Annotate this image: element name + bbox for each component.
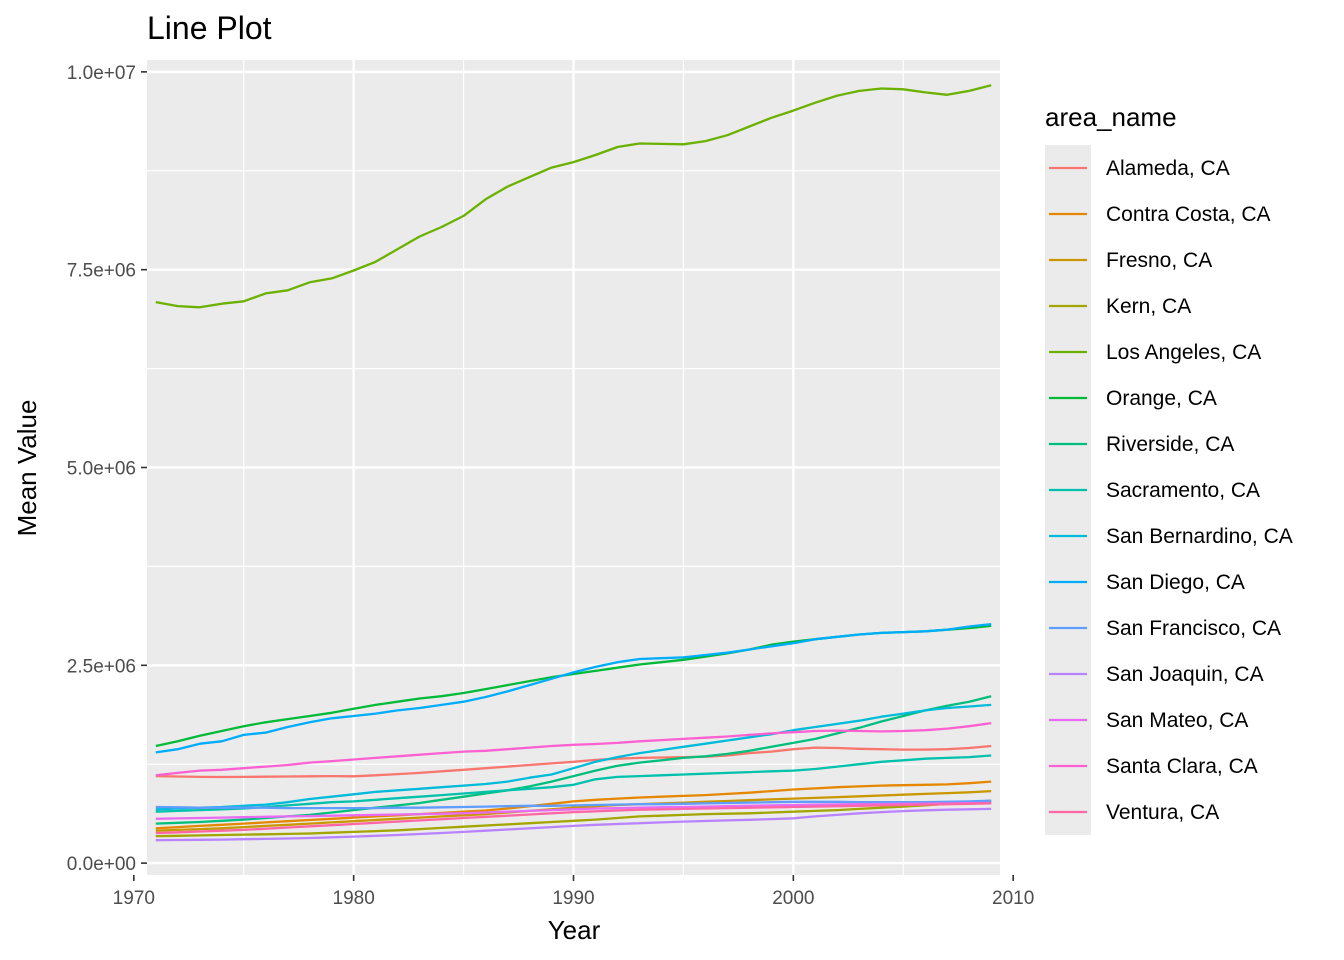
y-tick-label: 2.5e+06 [67,656,136,677]
legend-label: Riverside, CA [1106,433,1234,456]
series-lines [155,84,992,842]
y-axis-title: Mean Value [12,400,42,537]
legend-label: Ventura, CA [1106,801,1219,824]
x-tick-label: 2000 [772,888,814,909]
series-line [155,799,992,810]
legend-title: area_name [1045,102,1177,132]
y-tick-label: 5.0e+06 [67,459,136,480]
series-line [155,721,992,777]
x-tick-label: 1990 [552,888,594,909]
legend-label: Contra Costa, CA [1106,203,1271,226]
legend-label: San Bernardino, CA [1106,525,1293,548]
legend-label: San Diego, CA [1106,571,1245,594]
y-tick-label: 7.5e+06 [67,261,136,282]
series-line [155,789,992,832]
legend-label: San Joaquin, CA [1106,663,1264,686]
series-line [155,623,992,754]
legend-label: Santa Clara, CA [1106,755,1258,778]
legend-label: Los Angeles, CA [1106,341,1261,364]
series-line [155,84,992,309]
y-axis-ticks: 0.0e+00 2.5e+06 5.0e+06 7.5e+06 1.0e+07 [67,63,147,875]
x-tick-label: 2010 [992,888,1034,909]
series-line [155,801,992,820]
series-line [155,754,992,813]
series-line [155,703,992,811]
x-axis-title: Year [548,915,601,945]
series-line [155,807,992,842]
legend-label: Fresno, CA [1106,249,1212,272]
legend-label: Alameda, CA [1106,157,1230,180]
y-tick-label: 1.0e+07 [67,63,136,84]
legend-items: Alameda, CA Contra Costa, CA Fresno, CA Ker… [1045,145,1293,835]
chart-title: Line Plot [147,10,272,46]
legend-label: San Francisco, CA [1106,617,1281,640]
series-line [155,802,992,835]
legend-label: Sacramento, CA [1106,479,1260,502]
series-line [155,780,992,830]
legend: area_name Alameda, CA Contra Costa, CA Fre… [1045,102,1293,835]
grid [132,60,1015,875]
legend-label: San Mateo, CA [1106,709,1248,732]
y-tick-label: 0.0e+00 [67,854,136,875]
x-tick-label: 1970 [113,888,155,909]
x-tick-label: 1980 [333,888,375,909]
legend-label: Kern, CA [1106,295,1191,318]
series-line [155,799,992,838]
legend-label: Orange, CA [1106,387,1217,410]
x-axis-ticks: 1970 1980 1990 2000 2010 [113,875,1034,909]
series-line [155,744,992,779]
